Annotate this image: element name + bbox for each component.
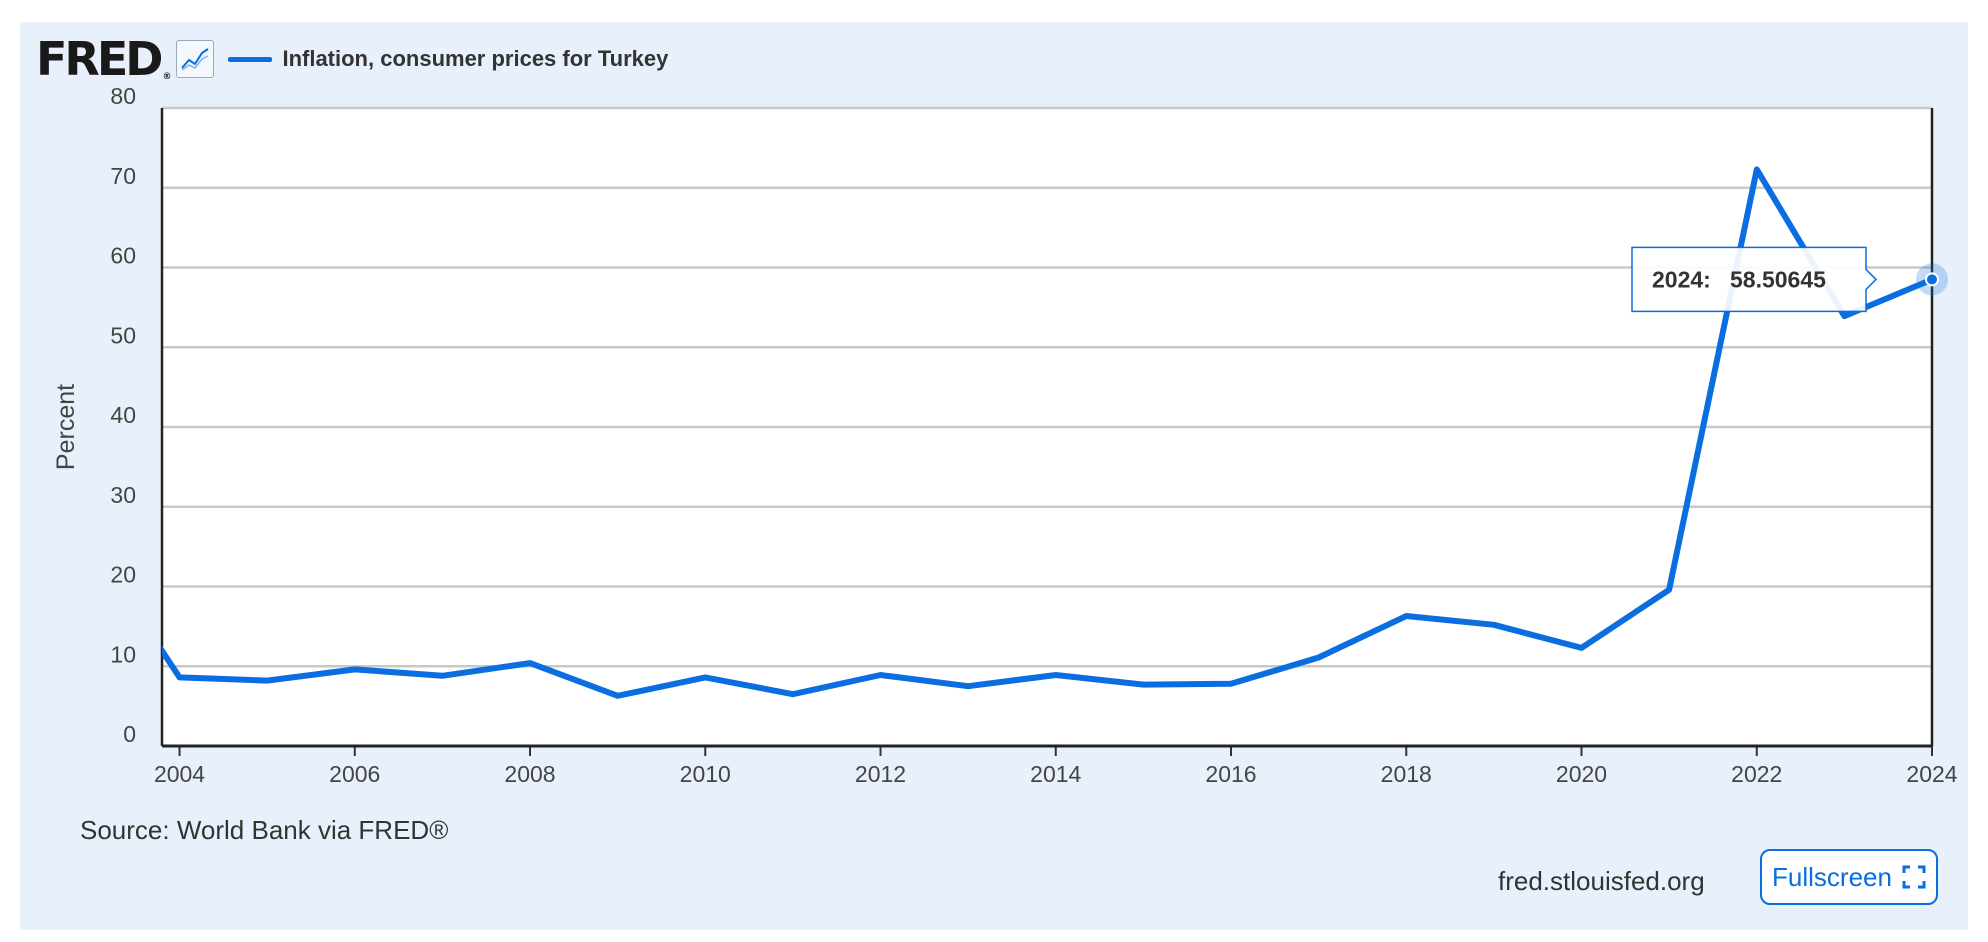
tooltip-box bbox=[1631, 246, 1878, 313]
legend-line bbox=[228, 56, 273, 62]
y-tick-label: 0 bbox=[123, 721, 136, 747]
hover-point[interactable] bbox=[1925, 272, 1939, 287]
y-tick-label: 50 bbox=[110, 322, 136, 348]
x-tick-label: 2004 bbox=[154, 761, 205, 787]
data-point[interactable] bbox=[435, 669, 449, 683]
series-title[interactable]: Inflation, consumer prices for Turkey bbox=[282, 46, 669, 71]
chart-header: FRED ® Inflation, consumer prices for Tur… bbox=[36, 34, 668, 84]
data-point[interactable] bbox=[173, 670, 187, 684]
fullscreen-icon bbox=[1902, 865, 1926, 889]
y-tick-label: 40 bbox=[110, 402, 136, 428]
x-tick-label: 2024 bbox=[1906, 761, 1957, 787]
data-point[interactable] bbox=[961, 679, 975, 693]
tooltip-value: 58.50645 bbox=[1730, 266, 1826, 292]
y-tick-label: 20 bbox=[110, 562, 136, 588]
data-point[interactable] bbox=[786, 687, 800, 701]
x-tick-label: 2020 bbox=[1556, 761, 1607, 787]
data-point[interactable] bbox=[1575, 641, 1589, 655]
graph-icon[interactable] bbox=[176, 40, 215, 78]
data-point[interactable] bbox=[1224, 677, 1238, 691]
y-tick-label: 10 bbox=[110, 641, 136, 667]
x-tick-label: 2012 bbox=[855, 761, 906, 787]
data-point[interactable] bbox=[523, 656, 537, 670]
fullscreen-button[interactable]: Fullscreen bbox=[1760, 849, 1938, 905]
data-point[interactable] bbox=[611, 689, 625, 703]
x-tick-label: 2018 bbox=[1381, 761, 1432, 787]
x-tick-label: 2022 bbox=[1731, 761, 1782, 787]
x-tick-label: 2014 bbox=[1030, 761, 1081, 787]
y-tick-label: 70 bbox=[110, 163, 136, 189]
data-point[interactable] bbox=[1136, 678, 1150, 692]
x-tick-label: 2008 bbox=[504, 761, 555, 787]
data-point[interactable] bbox=[1750, 162, 1764, 176]
data-point[interactable] bbox=[260, 674, 274, 688]
data-point[interactable] bbox=[1312, 650, 1326, 664]
y-tick-label: 30 bbox=[110, 482, 136, 508]
x-tick-label: 2016 bbox=[1205, 761, 1256, 787]
data-point[interactable] bbox=[1049, 668, 1063, 682]
x-tick-label: 2006 bbox=[329, 761, 380, 787]
data-point[interactable] bbox=[698, 670, 712, 684]
data-point[interactable] bbox=[348, 662, 362, 676]
data-point[interactable] bbox=[1399, 609, 1413, 623]
y-axis-label: Percent bbox=[52, 384, 80, 470]
y-tick-label: 60 bbox=[110, 243, 136, 269]
data-point[interactable] bbox=[1662, 583, 1676, 597]
tooltip-label: 2024: bbox=[1652, 266, 1711, 292]
data-point[interactable] bbox=[874, 668, 888, 682]
fullscreen-label: Fullscreen bbox=[1772, 861, 1892, 892]
series-line[interactable] bbox=[92, 166, 1934, 699]
data-point[interactable] bbox=[1487, 618, 1501, 632]
source-note: Source: World Bank via FRED® bbox=[80, 815, 449, 845]
y-tick-label: 80 bbox=[110, 83, 136, 109]
fred-logo[interactable]: FRED ® bbox=[36, 32, 171, 86]
site-link[interactable]: fred.stlouisfed.org bbox=[1498, 866, 1705, 896]
x-tick-label: 2010 bbox=[680, 761, 731, 787]
